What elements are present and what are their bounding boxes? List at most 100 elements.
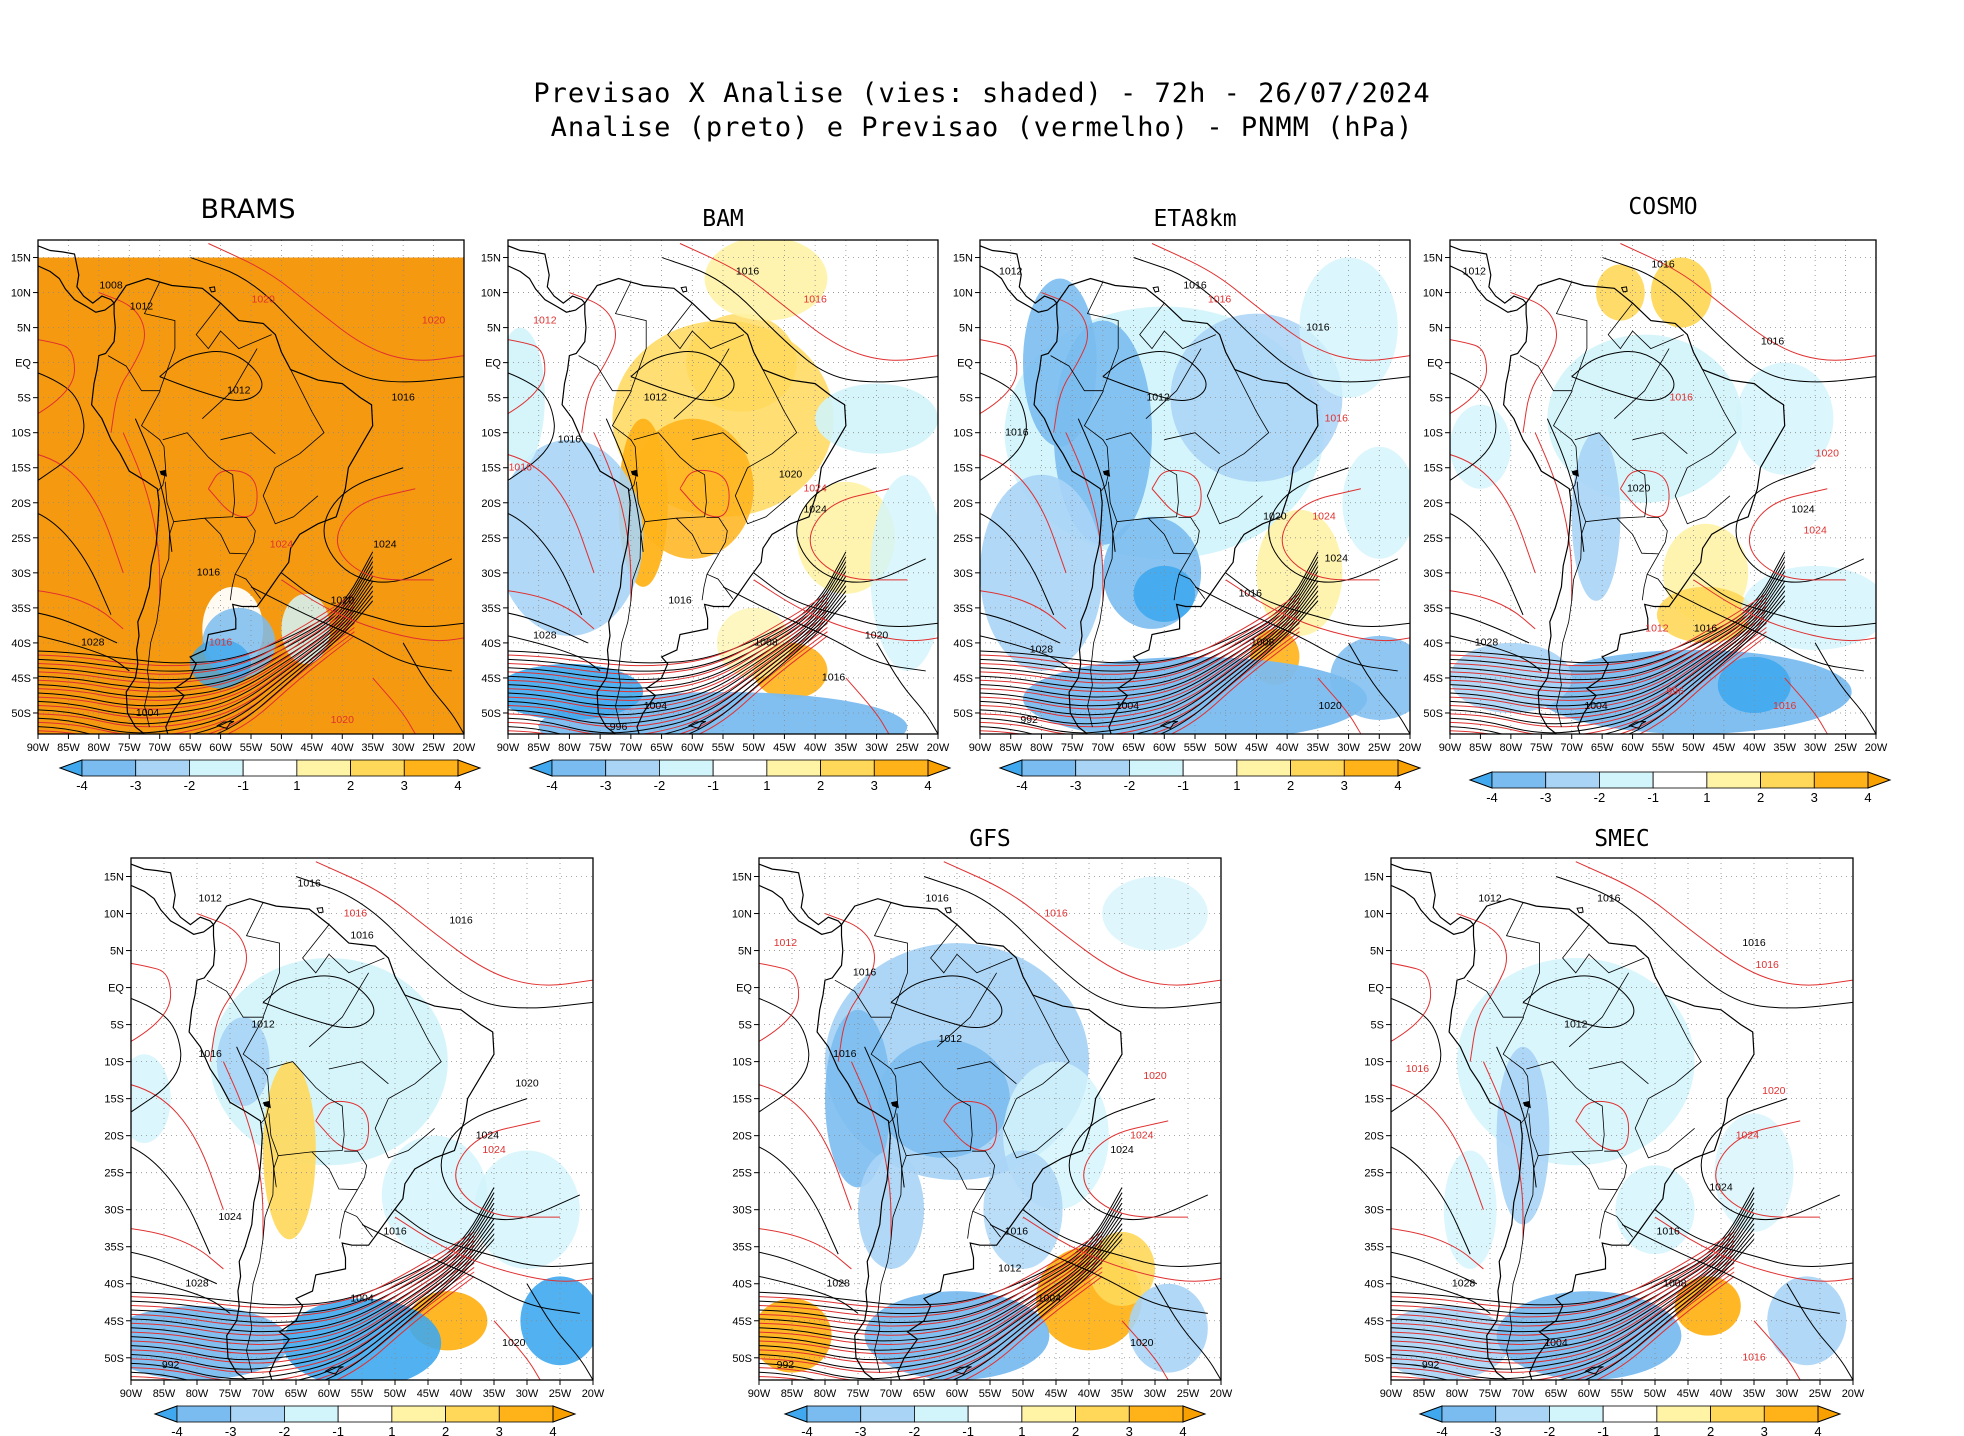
colorbar-label: -1 (237, 778, 249, 793)
analysis-isobar (1154, 1283, 1221, 1380)
analysis-isobar (1450, 566, 1786, 689)
contour-label: 1012 (251, 1018, 275, 1030)
colorbar-label: 2 (817, 778, 824, 793)
analysis-isobar (1555, 876, 1853, 1009)
colorbar-segment (403, 759, 459, 777)
forecast-isobar (222, 1061, 264, 1240)
lat-tick-label: 15N (11, 253, 31, 265)
colorbar-segment (189, 759, 244, 777)
contour-label: 1016 (668, 595, 692, 607)
forecast-isobar (1391, 962, 1432, 1043)
country-borders (1519, 281, 1737, 728)
analysis-isobar (1391, 997, 1442, 1113)
analysis-isobar (295, 876, 593, 1009)
map-panel-bam: 1016101610121012101610161020102410241016… (481, 239, 950, 754)
analysis-isobar (1077, 418, 1116, 552)
forecast-isobar (1317, 677, 1362, 734)
contour-label: 1024 (1325, 553, 1349, 565)
bias-blob (1342, 446, 1410, 559)
analysis-isobar (1735, 467, 1865, 583)
forecast-isobar (1170, 635, 1300, 734)
colorbar-label: -2 (1124, 778, 1136, 793)
colorbar-label: -4 (1486, 790, 1498, 805)
country-border (144, 521, 175, 728)
trinidad-island (1576, 907, 1584, 914)
lat-tick-label: 15S (11, 463, 31, 475)
forecast-isobar (131, 1258, 475, 1364)
colorbar-label: 3 (401, 778, 408, 793)
country-border (262, 467, 319, 525)
lat-tick-label: 35S (1364, 1242, 1384, 1254)
grid-lines (38, 240, 464, 734)
colorbar-segment (1441, 1405, 1497, 1423)
central-america-coastline (38, 245, 115, 313)
contour-label: 1008 (99, 279, 123, 291)
analysis-isobar (508, 512, 583, 616)
lat-tick-label: 45S (1364, 1316, 1384, 1328)
contour-label: 1020 (1816, 447, 1840, 459)
country-border (1105, 432, 1179, 523)
contour-label: 1016 (209, 637, 233, 649)
lat-tick-label: 5S (488, 393, 501, 405)
analysis-isobar (131, 1207, 495, 1342)
bias-blob (980, 474, 1103, 671)
analysis-isobar (394, 1209, 593, 1267)
lat-tick-label: 45S (953, 673, 973, 685)
colorbar-label: -1 (332, 1424, 344, 1436)
lat-tick-label: 5S (739, 1020, 752, 1032)
contour-label: 1020 (502, 1337, 526, 1349)
lon-tick-label: 85W (999, 742, 1022, 754)
analysis-isobar (38, 566, 374, 689)
bias-blob (1330, 635, 1410, 720)
colorbar-label: 3 (496, 1424, 503, 1436)
country-border (1219, 369, 1270, 469)
forecast-isobar (131, 1244, 475, 1336)
forecast-isobar (980, 606, 1300, 693)
contour-label: 1028 (185, 1278, 209, 1290)
lat-tick-label: 20S (1364, 1131, 1384, 1143)
country-border (1519, 281, 1588, 392)
lat-tick-label: 15N (1423, 253, 1443, 265)
country-border (936, 972, 997, 1048)
country-border (1164, 432, 1220, 455)
analysis-isobar (508, 590, 847, 734)
lat-tick-label: 45S (11, 673, 31, 685)
lat-tick-label: 35S (953, 603, 973, 615)
forecast-isobar (1151, 243, 1410, 361)
contour-label: 1024 (1312, 511, 1336, 523)
lon-tick-label: 65W (179, 742, 202, 754)
contour-label: 1016 (1761, 335, 1785, 347)
analysis-isobar (605, 418, 644, 552)
lon-tick-label: 70W (1512, 1388, 1535, 1400)
forecast-isobar (1083, 1120, 1188, 1218)
analysis-isobar (980, 556, 1319, 672)
contour-label: 1024 (1803, 525, 1827, 537)
country-border (734, 467, 791, 525)
colorbar-label: -1 (1177, 778, 1189, 793)
south-america-coastline (561, 277, 847, 734)
contour-label: 1012 (130, 300, 154, 312)
country-border (1139, 302, 1217, 350)
lon-tick-label: 50W (742, 742, 765, 754)
contour-label: 1024 (482, 1144, 506, 1156)
country-border (140, 390, 167, 492)
analysis-isobar (1450, 571, 1786, 698)
lon-tick-label: 30W (1776, 1388, 1799, 1400)
contour-label: 1020 (1318, 700, 1342, 712)
contour-label: 1016 (1005, 1226, 1029, 1238)
lat-tick-label: 10S (104, 1057, 124, 1069)
contour-label: 1008 (754, 637, 778, 649)
lat-tick-label: 15S (481, 463, 501, 475)
lon-tick-label: 65W (1122, 742, 1145, 754)
country-border (1506, 1155, 1539, 1373)
forecast-isobar (131, 1267, 475, 1380)
contour-labels: 1008 1012 1016 1020 1024 1028 1012 1016 1020 1020… (81, 279, 445, 725)
forecast-isobar (759, 1244, 1103, 1336)
colorbar-arrow-left (783, 1405, 808, 1423)
country-border (1568, 972, 1629, 1048)
colorbar-bam: -4 -3 -2 -1 1 2 3 4 (528, 759, 952, 793)
colorbar-segment (712, 759, 768, 777)
forecast-isobar (1391, 1231, 1735, 1309)
isobar-lines (759, 861, 1221, 1380)
